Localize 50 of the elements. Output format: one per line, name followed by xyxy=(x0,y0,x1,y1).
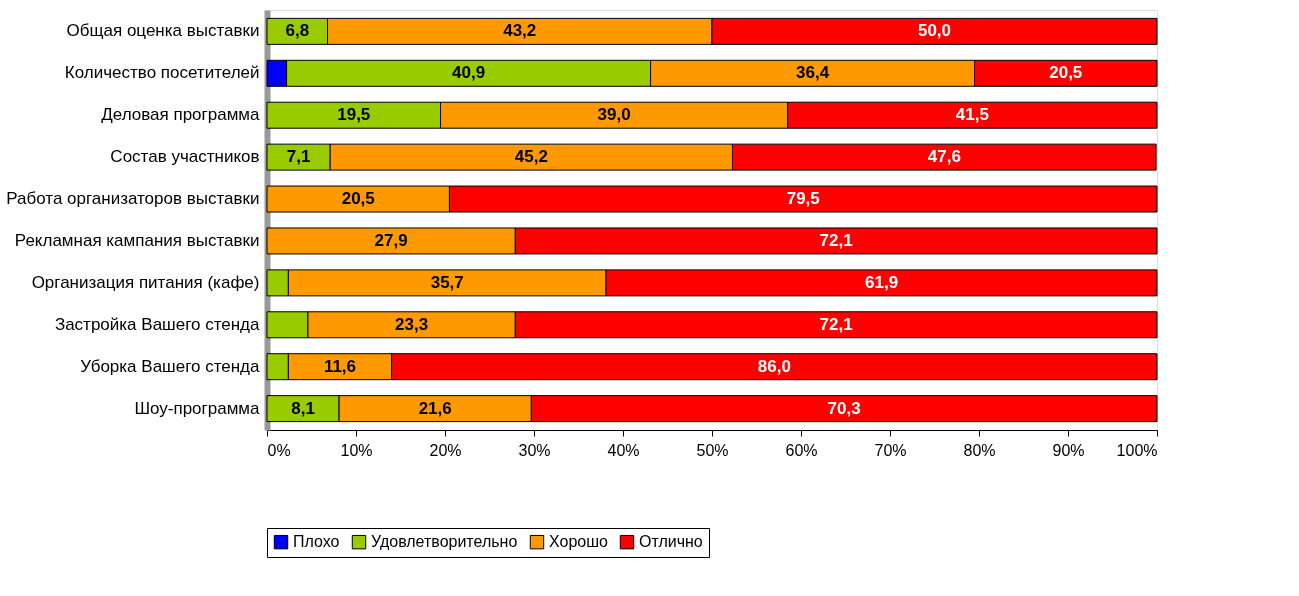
legend-label: Плохо xyxy=(293,533,340,551)
data-label: 11,6 xyxy=(323,356,357,376)
x-tick-label: 0% xyxy=(267,441,291,459)
data-label: 79,5 xyxy=(786,189,820,209)
y-tick-label: Застройка Вашего стенда xyxy=(54,314,261,334)
y-tick-label: Общая оценка выставки xyxy=(66,21,260,41)
x-tick-label: 40% xyxy=(607,441,640,459)
x-tick-label: 100% xyxy=(1116,441,1158,459)
y-tick-label: Количество посетителей xyxy=(64,63,260,83)
data-label: 6,8 xyxy=(285,21,310,41)
data-label: 39,0 xyxy=(597,105,631,125)
x-tick-label: 10% xyxy=(340,441,373,459)
y-tick-label: Шоу-программа xyxy=(134,398,261,418)
x-tick-label: 30% xyxy=(518,441,551,459)
data-label: 8,1 xyxy=(291,398,315,418)
data-label: 70,3 xyxy=(827,398,861,418)
y-tick-label: Работа организаторов выставки xyxy=(6,189,260,209)
data-label: 72,1 xyxy=(819,230,853,250)
data-label: 20,5 xyxy=(1049,63,1083,83)
data-label: 20,5 xyxy=(341,189,375,209)
y-tick-label: Деловая программа xyxy=(101,105,261,125)
data-label: 43,2 xyxy=(503,21,537,41)
y-tick-label: Рекламная кампания выставки xyxy=(14,230,260,250)
y-tick-label: Организация питания (кафе) xyxy=(31,272,260,292)
data-label: 19,5 xyxy=(337,105,371,125)
data-label: 50,0 xyxy=(917,21,952,41)
data-label: 35,7 xyxy=(430,272,464,292)
y-tick-label: Состав участников xyxy=(110,147,260,167)
data-label: 41,5 xyxy=(955,105,989,125)
data-label: 72,1 xyxy=(819,314,853,334)
x-tick-label: 50% xyxy=(696,441,729,459)
y-tick-label: Уборка Вашего стенда xyxy=(80,356,261,376)
data-label: 47,6 xyxy=(927,147,961,167)
data-label: 23,3 xyxy=(395,314,429,334)
data-label: 21,6 xyxy=(418,398,452,418)
x-tick-label: 70% xyxy=(874,441,907,459)
data-label: 36,4 xyxy=(796,63,830,83)
legend-label: Отлично xyxy=(639,533,703,551)
legend-label: Удовлетворительно xyxy=(371,533,518,551)
data-label: 40,9 xyxy=(452,63,486,83)
x-tick-label: 60% xyxy=(785,441,818,459)
x-tick-label: 80% xyxy=(963,441,996,459)
data-label: 27,9 xyxy=(374,230,408,250)
data-label: 7,1 xyxy=(286,147,311,167)
x-tick-label: 90% xyxy=(1052,441,1085,459)
x-tick-label: 20% xyxy=(429,441,462,459)
data-label: 45,2 xyxy=(514,147,548,167)
data-label: 61,9 xyxy=(865,272,899,292)
data-label: 86,0 xyxy=(757,356,791,376)
legend-label: Хорошо xyxy=(549,533,609,551)
